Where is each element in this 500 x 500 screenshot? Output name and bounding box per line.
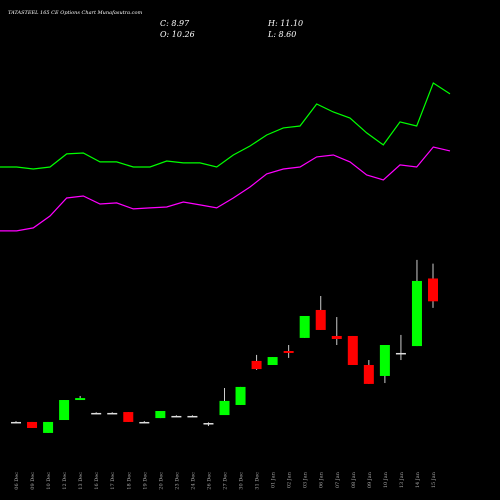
- x-tick-label: 10 Jan: [383, 471, 389, 488]
- x-tick-label: 06 Dec: [14, 472, 20, 490]
- candle-body: [219, 400, 230, 416]
- x-tick-label: 13 Jan: [399, 471, 405, 488]
- x-tick-label: 18 Dec: [126, 472, 132, 490]
- x-tick-label: 20 Dec: [158, 472, 164, 490]
- candle-body: [123, 412, 134, 422]
- candle-body: [43, 421, 54, 433]
- candle-body: [315, 309, 326, 330]
- x-tick-label: 14 Jan: [415, 471, 421, 488]
- candle-body: [75, 398, 86, 401]
- candle-body: [267, 357, 278, 365]
- x-tick-label: 10 Dec: [46, 472, 52, 490]
- x-tick-label: 30 Dec: [239, 472, 245, 490]
- candle-body: [155, 410, 166, 419]
- x-tick-label: 08 Jan: [351, 471, 357, 488]
- candle-body: [379, 345, 390, 376]
- candle-body: [171, 415, 182, 418]
- candle-body: [27, 421, 38, 428]
- candle-body: [235, 386, 246, 405]
- x-tick-label: 26 Dec: [206, 472, 212, 490]
- candle-body: [283, 351, 294, 353]
- candle-body: [203, 423, 214, 425]
- close-label: C: 8.97: [160, 19, 190, 28]
- candle-body: [411, 280, 422, 347]
- indicator-line: [0, 146, 451, 232]
- candle-body: [11, 421, 21, 424]
- x-tick-label: 15 Jan: [431, 471, 437, 488]
- candle-body: [187, 415, 198, 418]
- x-tick-label: 06 Jan: [319, 471, 325, 488]
- x-tick-label: 01 Jan: [271, 471, 277, 488]
- x-tick-label: 27 Dec: [223, 472, 229, 490]
- candle-body: [395, 352, 406, 355]
- x-tick-label: 23 Dec: [174, 472, 180, 490]
- chart-title: TATASTEEL 165 CE Options Chart Munafasut…: [8, 10, 142, 16]
- candle-body: [347, 335, 358, 365]
- x-tick-label: 24 Dec: [190, 472, 196, 490]
- candle-body: [299, 315, 310, 338]
- x-tick-label: 07 Jan: [335, 471, 341, 488]
- x-tick-label: 03 Jan: [303, 471, 309, 488]
- candle-body: [428, 278, 438, 302]
- x-tick-label: 02 Jan: [287, 471, 293, 488]
- low-label: L: 8.60: [267, 30, 296, 39]
- candle-body: [107, 412, 118, 415]
- x-tick-label: 31 Dec: [255, 472, 261, 490]
- candle-body: [59, 400, 70, 421]
- x-tick-label: 09 Jan: [367, 471, 373, 488]
- x-tick-label: 13 Dec: [78, 472, 84, 490]
- high-label: H: 11.10: [267, 19, 303, 28]
- x-tick-label: 16 Dec: [94, 472, 100, 490]
- open-label: O: 10.26: [160, 30, 195, 39]
- x-tick-label: 17 Dec: [110, 472, 116, 490]
- candle-body: [91, 412, 102, 415]
- x-tick-label: 09 Dec: [30, 472, 36, 490]
- candle-body: [251, 360, 262, 370]
- x-tick-label: 19 Dec: [142, 472, 148, 490]
- candle-body: [139, 421, 150, 424]
- candle-body: [363, 364, 374, 384]
- x-tick-label: 12 Dec: [62, 472, 68, 490]
- candle-body: [331, 335, 342, 339]
- indicator-line: [0, 82, 451, 170]
